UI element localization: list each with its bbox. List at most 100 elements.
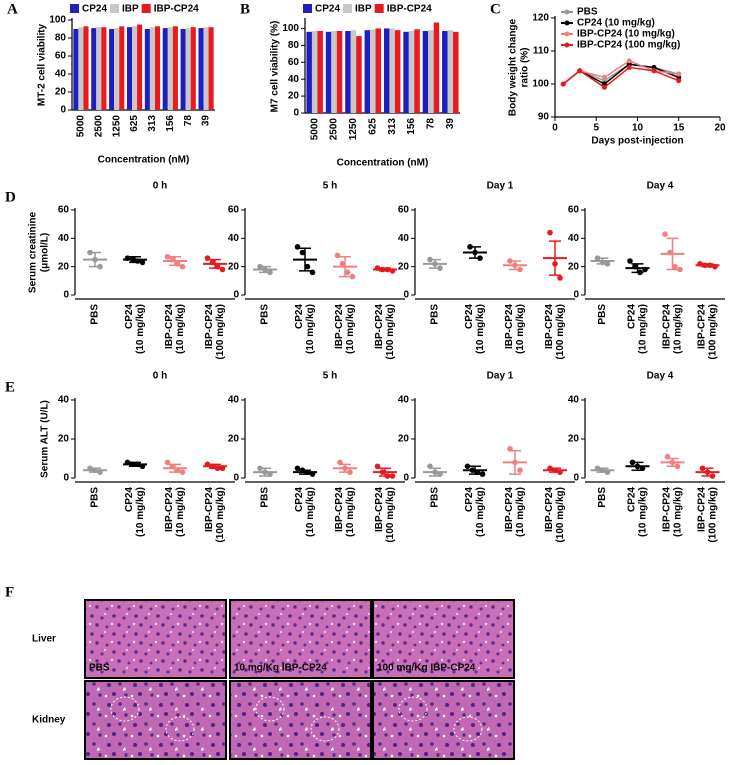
error-bar	[339, 463, 351, 473]
error-bar	[701, 263, 714, 268]
legend-marker	[564, 9, 570, 15]
x-tick-label: 625	[129, 115, 140, 132]
y-axis-label: Body weight change	[508, 18, 519, 116]
error-bar	[509, 449, 521, 475]
y-tick-label: 40	[398, 395, 410, 406]
x-tick-label: PBS	[90, 304, 101, 325]
x-tick-label: IBP-CP24	[697, 487, 708, 532]
x-tick-label: (10 mg/kg)	[305, 304, 316, 354]
panel-letter: C	[490, 1, 501, 17]
bar	[370, 29, 376, 113]
x-tick-label: (10 mg/kg)	[305, 487, 316, 537]
legend-swatch	[303, 4, 312, 13]
y-axis-label: Serum ALT (U/L)	[40, 400, 51, 478]
x-tick-label: IBP-CP24	[662, 304, 673, 349]
glomerulus	[310, 716, 340, 742]
data-point	[662, 231, 668, 237]
bar	[101, 27, 107, 111]
data-point	[179, 263, 186, 270]
x-tick-label: PBS	[430, 487, 441, 508]
error-bar	[596, 257, 609, 265]
error-bar	[339, 256, 351, 278]
error-bar	[169, 463, 181, 473]
panel-title: Day 4	[647, 181, 674, 192]
bar	[198, 28, 204, 111]
micrograph	[84, 599, 227, 679]
x-tick-label: PBS	[260, 487, 271, 508]
y-tick-label: 80	[288, 40, 300, 51]
micrograph	[372, 680, 515, 760]
legend-swatch	[110, 4, 120, 13]
y-tick-label: 110	[533, 46, 550, 57]
error-bar	[299, 247, 311, 272]
y-tick-label: 60	[568, 205, 580, 216]
point	[676, 71, 682, 77]
x-tick-label: 156	[165, 115, 176, 132]
series-line	[562, 66, 680, 89]
data-point	[557, 275, 563, 281]
y-axis-label: (μmol/L)	[40, 233, 51, 272]
y-tick-label: 20	[568, 434, 580, 445]
bar	[109, 29, 115, 110]
data-point	[164, 253, 171, 260]
bar	[203, 27, 209, 111]
x-tick-label: IBP-CP24	[334, 487, 345, 532]
error-bar	[429, 258, 441, 269]
micrograph	[229, 599, 372, 679]
x-tick-label: (10 mg/kg)	[345, 304, 356, 354]
x-tick-label: CP24	[124, 487, 135, 512]
legend-label: CP24	[82, 4, 107, 15]
bar	[167, 27, 173, 111]
bar	[78, 27, 84, 111]
error-bar	[666, 237, 679, 271]
error-bar	[429, 467, 441, 477]
point	[651, 68, 657, 74]
data-point	[309, 269, 316, 276]
x-tick-label: (10 mg/kg)	[475, 304, 486, 354]
y-tick-label: 0	[573, 473, 579, 484]
y-tick-label: 60	[398, 205, 410, 216]
point	[626, 58, 632, 64]
legend-swatch	[70, 4, 79, 13]
y-tick-label: 40	[288, 74, 300, 85]
x-tick-label: PBS	[430, 304, 441, 325]
point	[560, 81, 566, 87]
legend-swatch	[141, 4, 151, 13]
x-tick-label: CP24	[464, 304, 475, 329]
x-tick-label: CP24	[627, 487, 638, 512]
x-tick-label: (100 mg/kg)	[708, 304, 719, 360]
error-bar	[129, 256, 141, 264]
bar	[114, 28, 120, 111]
data-point	[164, 459, 171, 466]
x-tick-label: (10 mg/kg)	[345, 487, 356, 537]
x-axis-label: Concentration (nM)	[98, 155, 190, 166]
data-point	[389, 473, 396, 479]
y-tick-label: 20	[228, 434, 240, 445]
panel-title: Day 1	[487, 181, 514, 192]
data-point	[294, 244, 301, 250]
bar	[96, 27, 102, 111]
error-bar	[379, 467, 391, 477]
micrograph	[372, 599, 515, 679]
data-point	[139, 259, 146, 266]
legend-label: IBP-CP24 (100 mg/kg)	[577, 40, 680, 51]
y-tick-label: 40	[58, 395, 70, 406]
error-bar	[631, 461, 644, 471]
x-tick-label: IBP-CP24	[697, 304, 708, 349]
data-point	[672, 263, 678, 270]
x-tick-label: 156	[406, 118, 417, 135]
x-tick-label: IBP-CP24	[544, 304, 555, 349]
x-tick-label: IBP-CP24	[164, 487, 175, 532]
glomerulus	[453, 716, 483, 742]
y-tick-label: 0	[60, 105, 66, 116]
y-tick-label: 20	[288, 91, 300, 102]
bar	[394, 30, 401, 113]
error-bar	[209, 258, 221, 269]
y-tick-label: 0	[63, 473, 69, 484]
bar	[132, 26, 138, 110]
data-point	[344, 269, 351, 276]
data-point	[464, 463, 471, 470]
y-axis-label: M7 cell viability (%)	[270, 21, 281, 113]
x-tick-label: PBS	[90, 487, 101, 508]
data-point	[677, 266, 683, 273]
